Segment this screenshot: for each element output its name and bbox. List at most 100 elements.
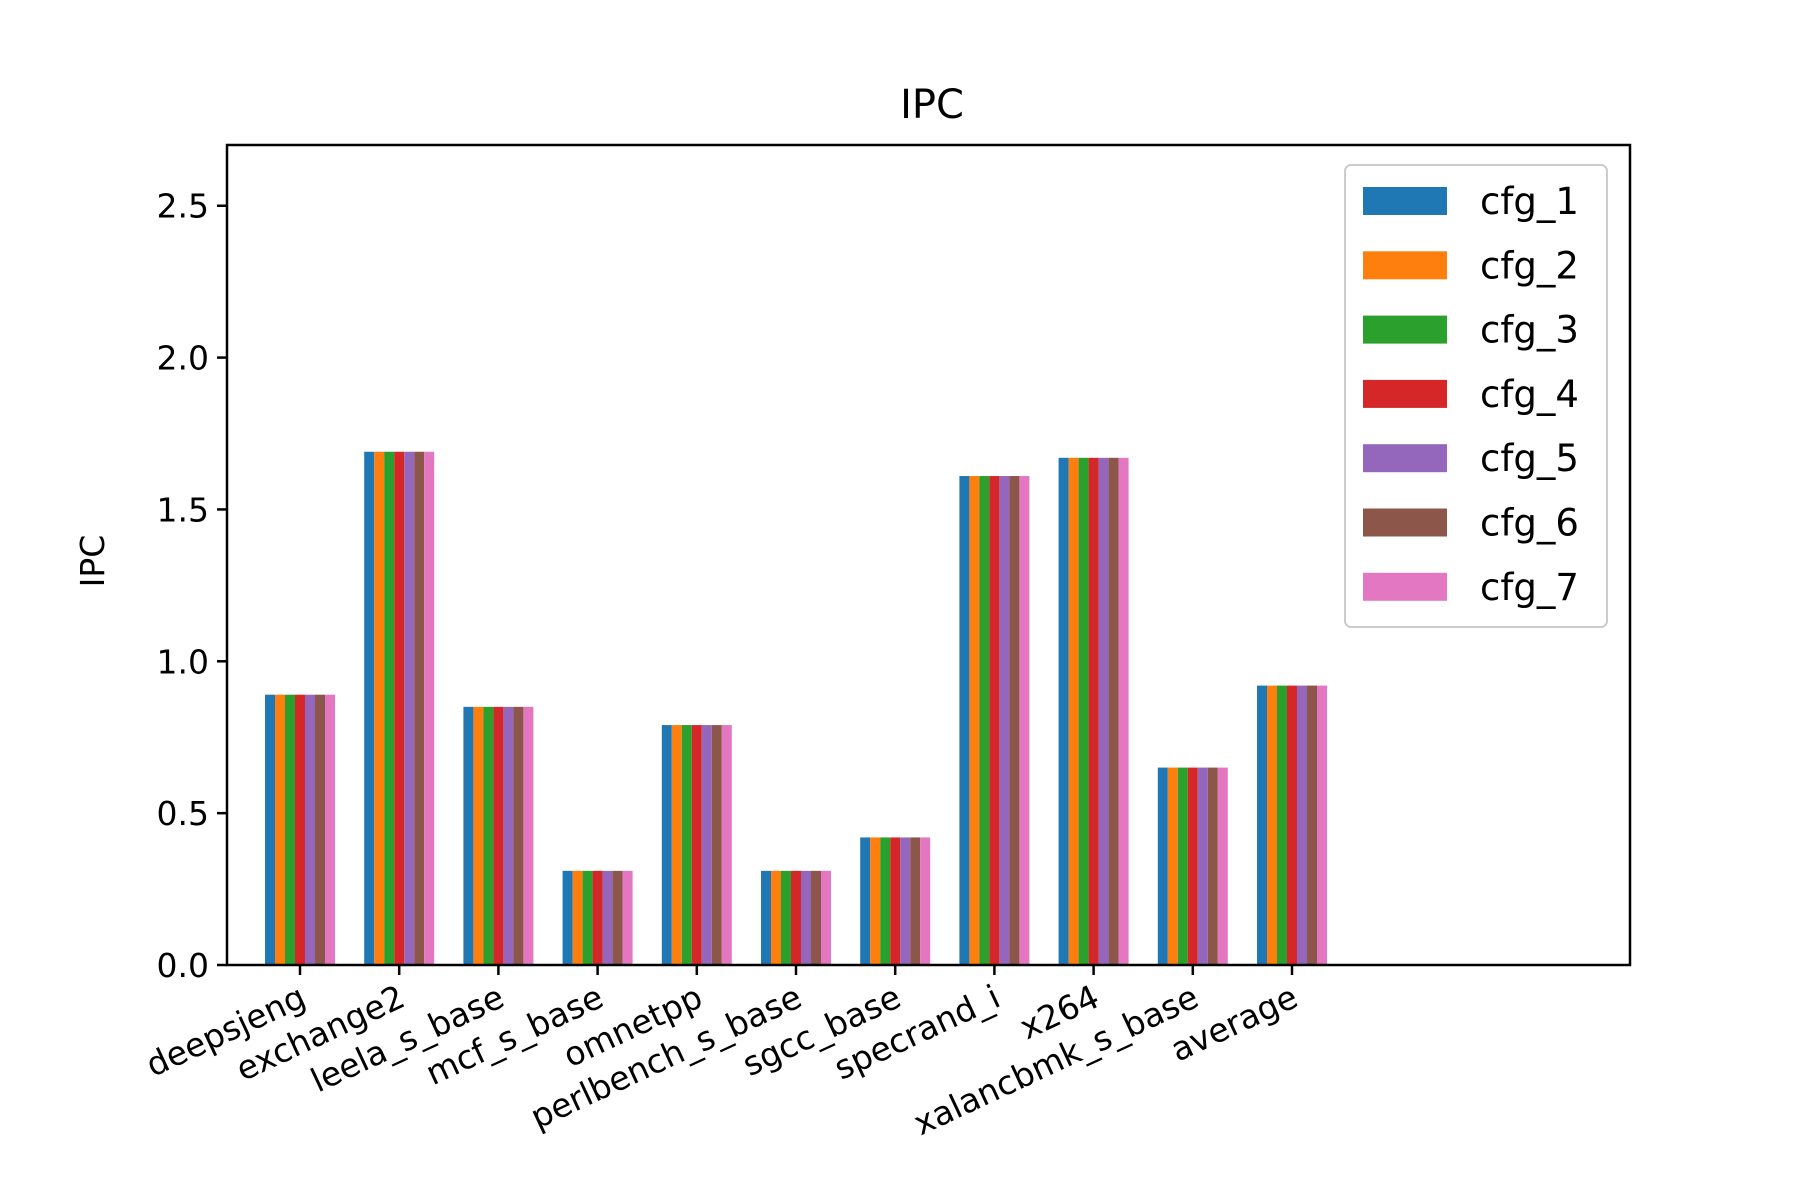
- bar-cfg_4-x264: [1088, 457, 1099, 965]
- bar-cfg_6-specrand_i: [1009, 476, 1020, 965]
- bar-cfg_5-perlbench_s_base: [801, 870, 811, 965]
- y-tick-label: 1.0: [157, 642, 209, 681]
- legend-label-cfg_1: cfg_1: [1480, 180, 1579, 223]
- bar-cfg_1-omnetpp: [661, 725, 672, 965]
- bar-cfg_7-perlbench_s_base: [821, 870, 831, 965]
- y-tick-label: 2.5: [157, 187, 209, 226]
- bar-cfg_3-x264: [1078, 457, 1089, 965]
- bar-cfg_4-xalancbmk_s_base: [1187, 767, 1198, 965]
- y-tick-label: 2.0: [157, 339, 209, 378]
- bar-cfg_5-omnetpp: [701, 725, 712, 965]
- legend: cfg_1 cfg_2 cfg_3 cfg_4 cfg_5 cfg_6 cfg_7: [1344, 164, 1608, 628]
- bar-cfg_1-leela_s_base: [463, 706, 474, 965]
- bar-cfg_4-sgcc_base: [890, 837, 901, 965]
- bar-cfg_4-leela_s_base: [493, 706, 504, 965]
- legend-label-cfg_7: cfg_7: [1480, 566, 1579, 609]
- bar-cfg_5-specrand_i: [999, 476, 1010, 965]
- bar-cfg_4-mcf_s_base: [592, 870, 603, 965]
- bar-cfg_6-sgcc_base: [910, 837, 921, 965]
- legend-label-cfg_6: cfg_6: [1480, 502, 1579, 545]
- bar-cfg_7-mcf_s_base: [622, 870, 633, 965]
- bar-cfg_4-specrand_i: [989, 476, 1000, 965]
- bar-cfg_1-exchange2: [364, 451, 375, 965]
- bar-cfg_7-leela_s_base: [523, 706, 534, 965]
- bar-cfg_3-average: [1277, 685, 1287, 965]
- legend-swatch-cfg_2: [1363, 251, 1447, 280]
- legend-swatch-cfg_7: [1363, 572, 1447, 601]
- y-tick-label: 1.5: [157, 490, 209, 529]
- bar-cfg_5-sgcc_base: [900, 837, 911, 965]
- bar-cfg_7-specrand_i: [1019, 476, 1030, 965]
- bar-cfg_1-deepsjeng: [265, 694, 275, 965]
- legend-label-cfg_3: cfg_3: [1480, 309, 1579, 352]
- bar-cfg_2-deepsjeng: [275, 694, 285, 965]
- bar-cfg_1-x264: [1058, 457, 1069, 965]
- bar-cfg_2-x264: [1068, 457, 1079, 965]
- bar-cfg_2-exchange2: [374, 451, 385, 965]
- bar-cfg_2-perlbench_s_base: [771, 870, 781, 965]
- bar-cfg_6-average: [1307, 685, 1317, 965]
- bar-cfg_6-x264: [1108, 457, 1119, 965]
- bar-cfg_3-specrand_i: [979, 476, 990, 965]
- bar-cfg_6-omnetpp: [711, 725, 722, 965]
- y-tick-label: 0.0: [157, 946, 209, 985]
- legend-swatch-cfg_1: [1363, 187, 1447, 215]
- bar-cfg_4-exchange2: [394, 451, 405, 965]
- bar-cfg_1-sgcc_base: [860, 837, 871, 965]
- bar-cfg_5-mcf_s_base: [602, 870, 613, 965]
- bar-cfg_6-deepsjeng: [315, 694, 325, 965]
- bar-cfg_6-perlbench_s_base: [811, 870, 821, 965]
- bar-cfg_3-leela_s_base: [483, 706, 494, 965]
- bar-cfg_2-sgcc_base: [870, 837, 881, 965]
- legend-swatch-cfg_5: [1363, 444, 1447, 473]
- bar-cfg_7-average: [1317, 685, 1327, 965]
- bar-cfg_6-mcf_s_base: [612, 870, 623, 965]
- bar-cfg_4-average: [1287, 685, 1297, 965]
- bar-cfg_6-exchange2: [414, 451, 425, 965]
- bar-cfg_3-sgcc_base: [880, 837, 891, 965]
- bar-cfg_4-deepsjeng: [295, 694, 305, 965]
- bar-cfg_7-xalancbmk_s_base: [1217, 767, 1228, 965]
- bar-cfg_4-omnetpp: [691, 725, 702, 965]
- bar-cfg_6-xalancbmk_s_base: [1207, 767, 1218, 965]
- legend-swatch-cfg_4: [1363, 379, 1447, 408]
- bar-cfg_2-mcf_s_base: [572, 870, 583, 965]
- bar-cfg_7-x264: [1118, 457, 1129, 965]
- bar-cfg_3-mcf_s_base: [582, 870, 593, 965]
- bar-cfg_5-deepsjeng: [305, 694, 315, 965]
- x-axis-ticks: deepsjengexchange2leela_s_basemcf_s_base…: [140, 965, 1303, 1143]
- bar-cfg_5-leela_s_base: [503, 706, 514, 965]
- legend-label-cfg_4: cfg_4: [1480, 373, 1579, 416]
- bar-cfg_5-x264: [1098, 457, 1109, 965]
- legend-swatch-cfg_6: [1363, 508, 1447, 537]
- bar-cfg_2-xalancbmk_s_base: [1167, 767, 1178, 965]
- bar-cfg_2-leela_s_base: [473, 706, 484, 965]
- bar-cfg_1-average: [1257, 685, 1267, 965]
- bar-cfg_3-exchange2: [384, 451, 395, 965]
- bar-cfg_5-xalancbmk_s_base: [1197, 767, 1208, 965]
- y-tick-label: 0.5: [157, 794, 209, 833]
- legend-swatch-cfg_3: [1363, 315, 1447, 344]
- bar-cfg_1-xalancbmk_s_base: [1157, 767, 1168, 965]
- bar-cfg_2-specrand_i: [969, 476, 980, 965]
- bar-cfg_3-deepsjeng: [285, 694, 295, 965]
- bar-cfg_4-perlbench_s_base: [791, 870, 801, 965]
- bar-cfg_5-exchange2: [404, 451, 415, 965]
- bar-cfg_3-xalancbmk_s_base: [1177, 767, 1188, 965]
- bar-cfg_7-omnetpp: [721, 725, 732, 965]
- legend-label-cfg_5: cfg_5: [1480, 437, 1579, 480]
- bar-cfg_7-exchange2: [424, 451, 435, 965]
- bar-cfg_7-deepsjeng: [325, 694, 335, 965]
- bars-group: [265, 451, 1327, 965]
- bar-cfg_2-omnetpp: [671, 725, 682, 965]
- plot-area-frame: [225, 143, 1632, 967]
- bar-cfg_2-average: [1267, 685, 1277, 965]
- bar-cfg_1-mcf_s_base: [562, 870, 573, 965]
- chart-title: IPC: [900, 82, 964, 128]
- y-axis-label: IPC: [73, 535, 112, 588]
- bar-cfg_6-leela_s_base: [513, 706, 524, 965]
- bar-cfg_3-omnetpp: [681, 725, 692, 965]
- bar-cfg_3-perlbench_s_base: [781, 870, 791, 965]
- bar-cfg_1-specrand_i: [959, 476, 970, 965]
